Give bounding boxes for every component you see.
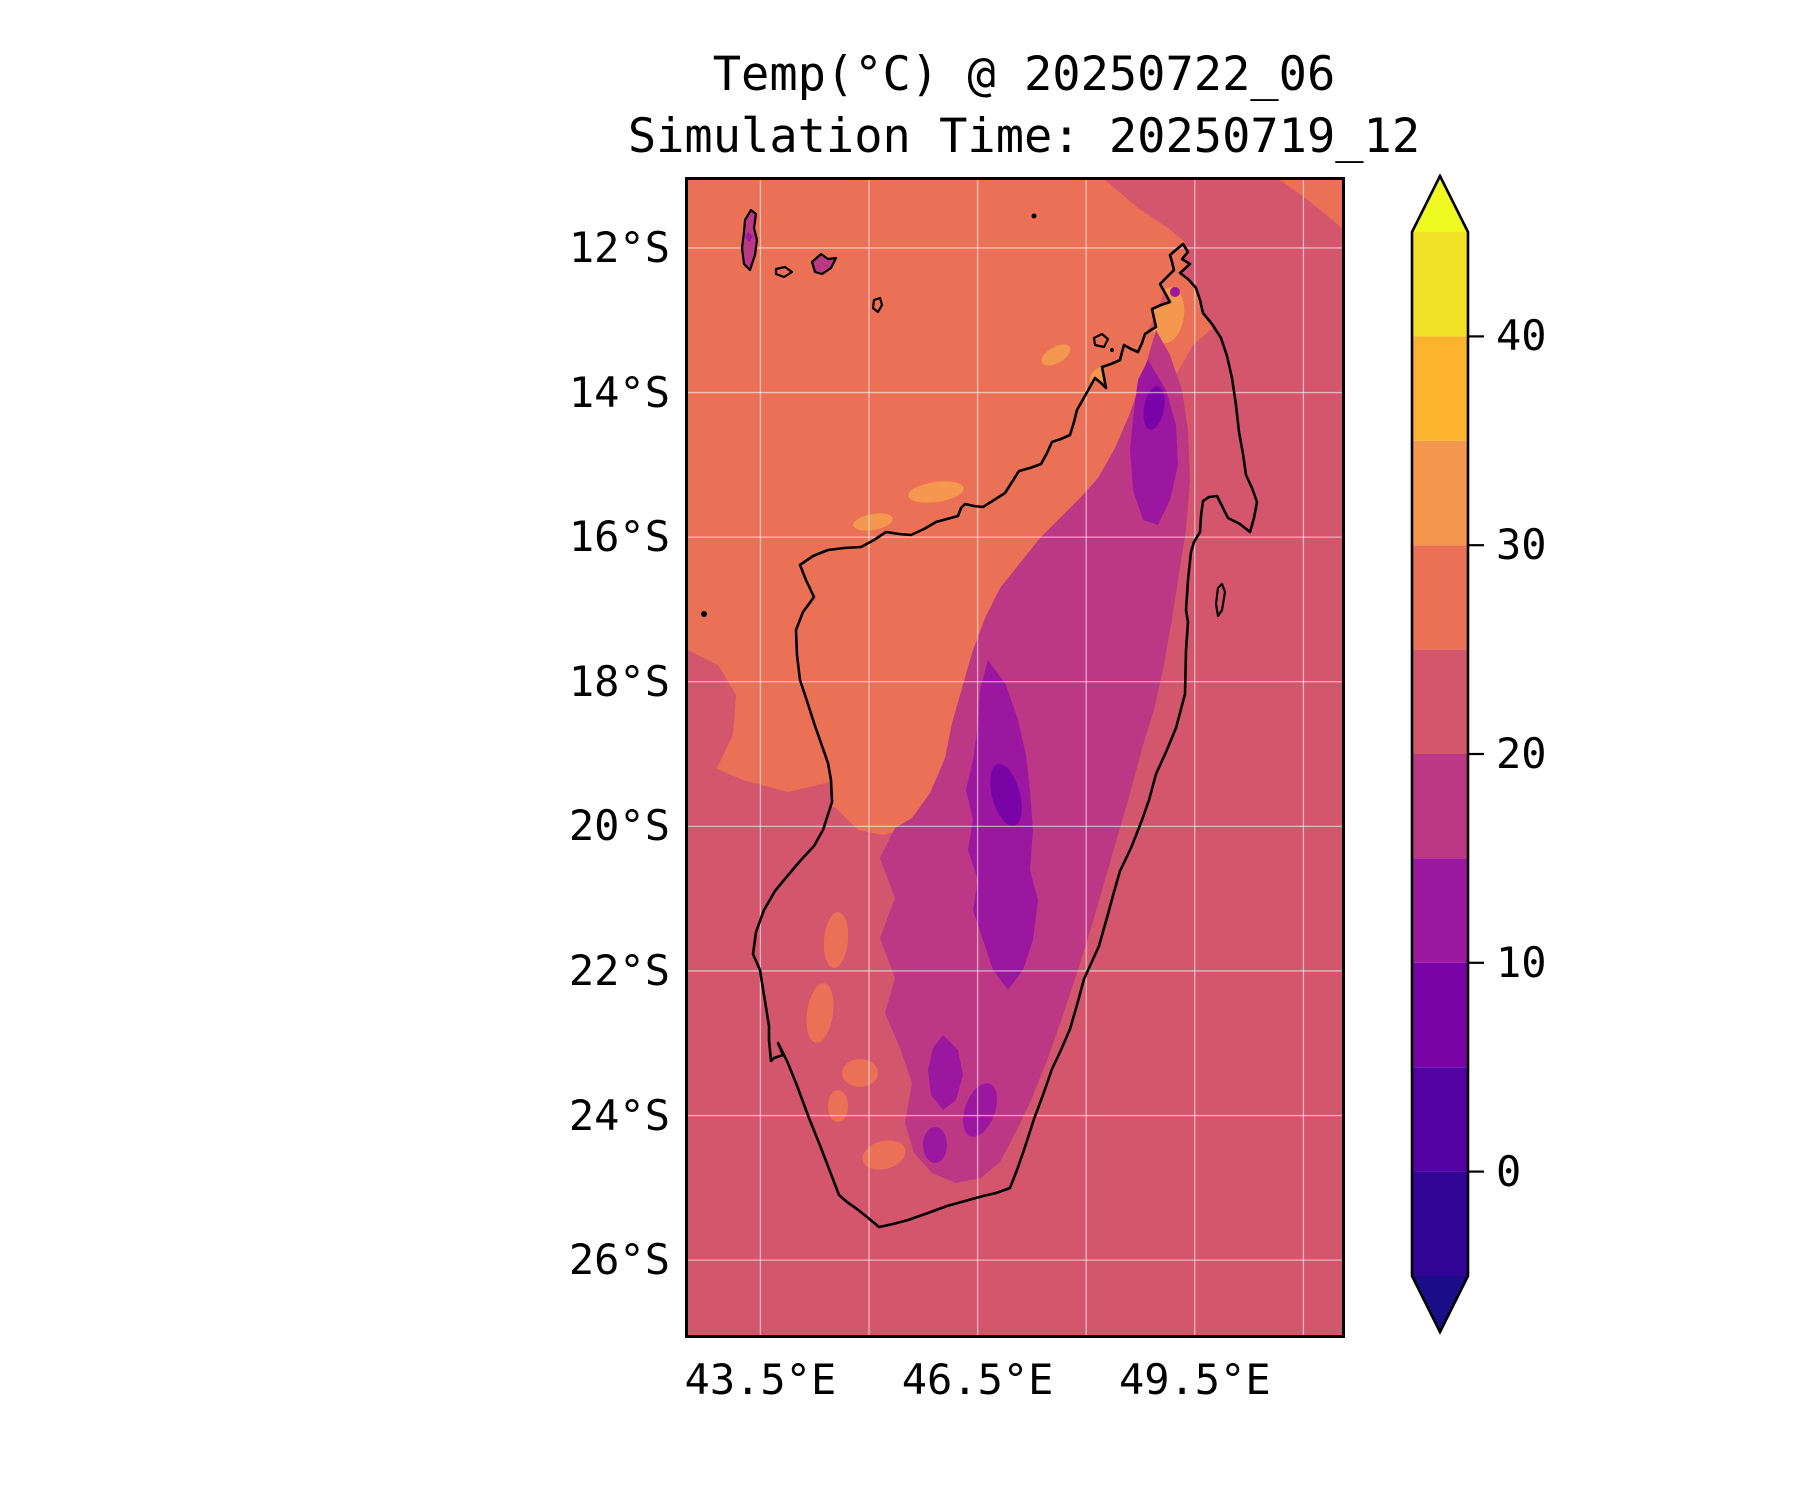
colorbar-tick-label: 0 (1496, 1146, 1522, 1196)
lat-tick-label: 20°S (568, 801, 670, 851)
lon-tick-label: 46.5°E (901, 1355, 1054, 1404)
graticule (688, 180, 1342, 1335)
lat-tick-label: 22°S (568, 945, 670, 995)
ocean-rose-wedge (688, 650, 736, 792)
colorbar-segment (1412, 545, 1468, 650)
colorbar-segment (1412, 440, 1468, 546)
lat-tick-label: 24°S (568, 1090, 670, 1140)
cold-core-north (1143, 386, 1165, 430)
colorbar-tick-label: 40 (1496, 311, 1547, 361)
colorbar-outline (1410, 173, 1470, 1335)
cold-core-central (990, 763, 1022, 827)
lon-tick-label: 43.5°E (684, 1355, 837, 1404)
colorbar-segments (1412, 232, 1468, 1276)
nosy-komba-dot (1110, 348, 1114, 352)
montagne-d-ambre-spot (1170, 287, 1180, 297)
moheli-island (774, 265, 794, 279)
highlands-north-10-15 (1130, 360, 1178, 525)
colorbar-segment (1412, 962, 1468, 1068)
island-band-15-20 (880, 330, 1190, 1183)
small-islands (701, 208, 1227, 618)
colorbar-canvas (1410, 173, 1484, 1335)
plot-title: Temp(°C) @ 20250722_06 (712, 47, 1336, 102)
colorbar-extend-low-arrow (1412, 1276, 1468, 1332)
colorbar-segment (1412, 1067, 1468, 1172)
temperature-colorbar (1410, 173, 1500, 1336)
colorbar-segment (1412, 649, 1468, 754)
colorbar-tick-label: 10 (1496, 937, 1547, 987)
sainte-marie-island (1214, 582, 1227, 618)
map-axes (685, 177, 1345, 1338)
plot-subtitle: Simulation Time: 20250719_12 (627, 109, 1421, 164)
madagascar-temperature-map (688, 180, 1342, 1335)
colorbar-tick-label: 30 (1496, 520, 1547, 570)
colorbar-segment (1412, 858, 1468, 963)
lat-tick-label: 26°S (568, 1235, 670, 1285)
lat-tick-label: 12°S (568, 222, 670, 272)
anjouan-island (810, 252, 838, 276)
colorbar-segment (1412, 232, 1468, 337)
juan-de-nova-islet-dot (701, 611, 707, 617)
highlands-central-10-15 (966, 660, 1038, 990)
colorbar-tick-marks (1468, 335, 1484, 1173)
colorbar-tick-label: 20 (1496, 729, 1547, 778)
lat-tick-label: 14°S (568, 367, 670, 417)
lat-tick-label: 16°S (568, 512, 670, 562)
mayotte-island (871, 296, 884, 314)
highlands-south-10-15-a (928, 1035, 963, 1110)
nosy-be-island (1092, 332, 1110, 349)
ocean-band-25-30-ne-corner (1280, 180, 1342, 228)
lat-tick-label: 18°S (568, 656, 670, 706)
colorbar-segment (1412, 336, 1468, 441)
madagascar-coastline (751, 242, 1259, 1229)
glorioso-islet-dot (1031, 213, 1037, 219)
grande-comore-core (745, 232, 753, 242)
colorbar-segment (1412, 754, 1468, 859)
colorbar-segment (1412, 1171, 1468, 1276)
lon-tick-label: 49.5°E (1118, 1355, 1271, 1404)
colorbar-extend-high-arrow (1412, 176, 1468, 232)
